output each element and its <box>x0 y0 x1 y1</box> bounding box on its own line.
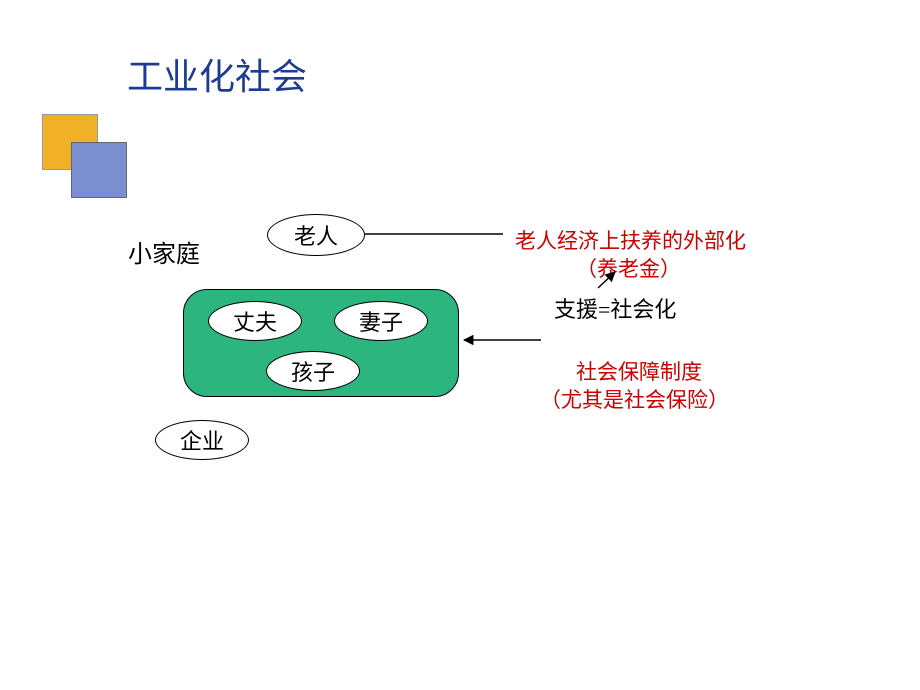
node-company-label: 企业 <box>180 424 224 456</box>
label-red1-line2: （养老金） <box>576 253 681 283</box>
node-wife: 妻子 <box>334 301 428 341</box>
label-support-eq: 支援=社会化 <box>554 292 676 324</box>
label-small-family: 小家庭 <box>128 234 200 269</box>
label-red2-line2: （尤其是社会保险） <box>540 384 729 414</box>
label-red1-line1: 老人经济上扶养的外部化 <box>515 225 746 255</box>
node-husband-label: 丈夫 <box>233 305 277 337</box>
connector-overlay <box>0 0 920 690</box>
node-child-label: 孩子 <box>291 355 335 387</box>
node-elderly: 老人 <box>267 214 365 256</box>
slide-stage: 工业化社会 小家庭 老人 丈夫 妻子 孩子 企业 老人经济上扶养的外部化 （养老… <box>0 0 920 690</box>
decor-square-2 <box>71 142 127 198</box>
node-elderly-label: 老人 <box>294 219 338 251</box>
node-wife-label: 妻子 <box>359 305 403 337</box>
node-husband: 丈夫 <box>208 301 302 341</box>
node-company: 企业 <box>155 420 249 460</box>
label-red2-line1: 社会保障制度 <box>576 356 702 386</box>
slide-title: 工业化社会 <box>127 48 307 100</box>
node-child: 孩子 <box>266 351 360 391</box>
